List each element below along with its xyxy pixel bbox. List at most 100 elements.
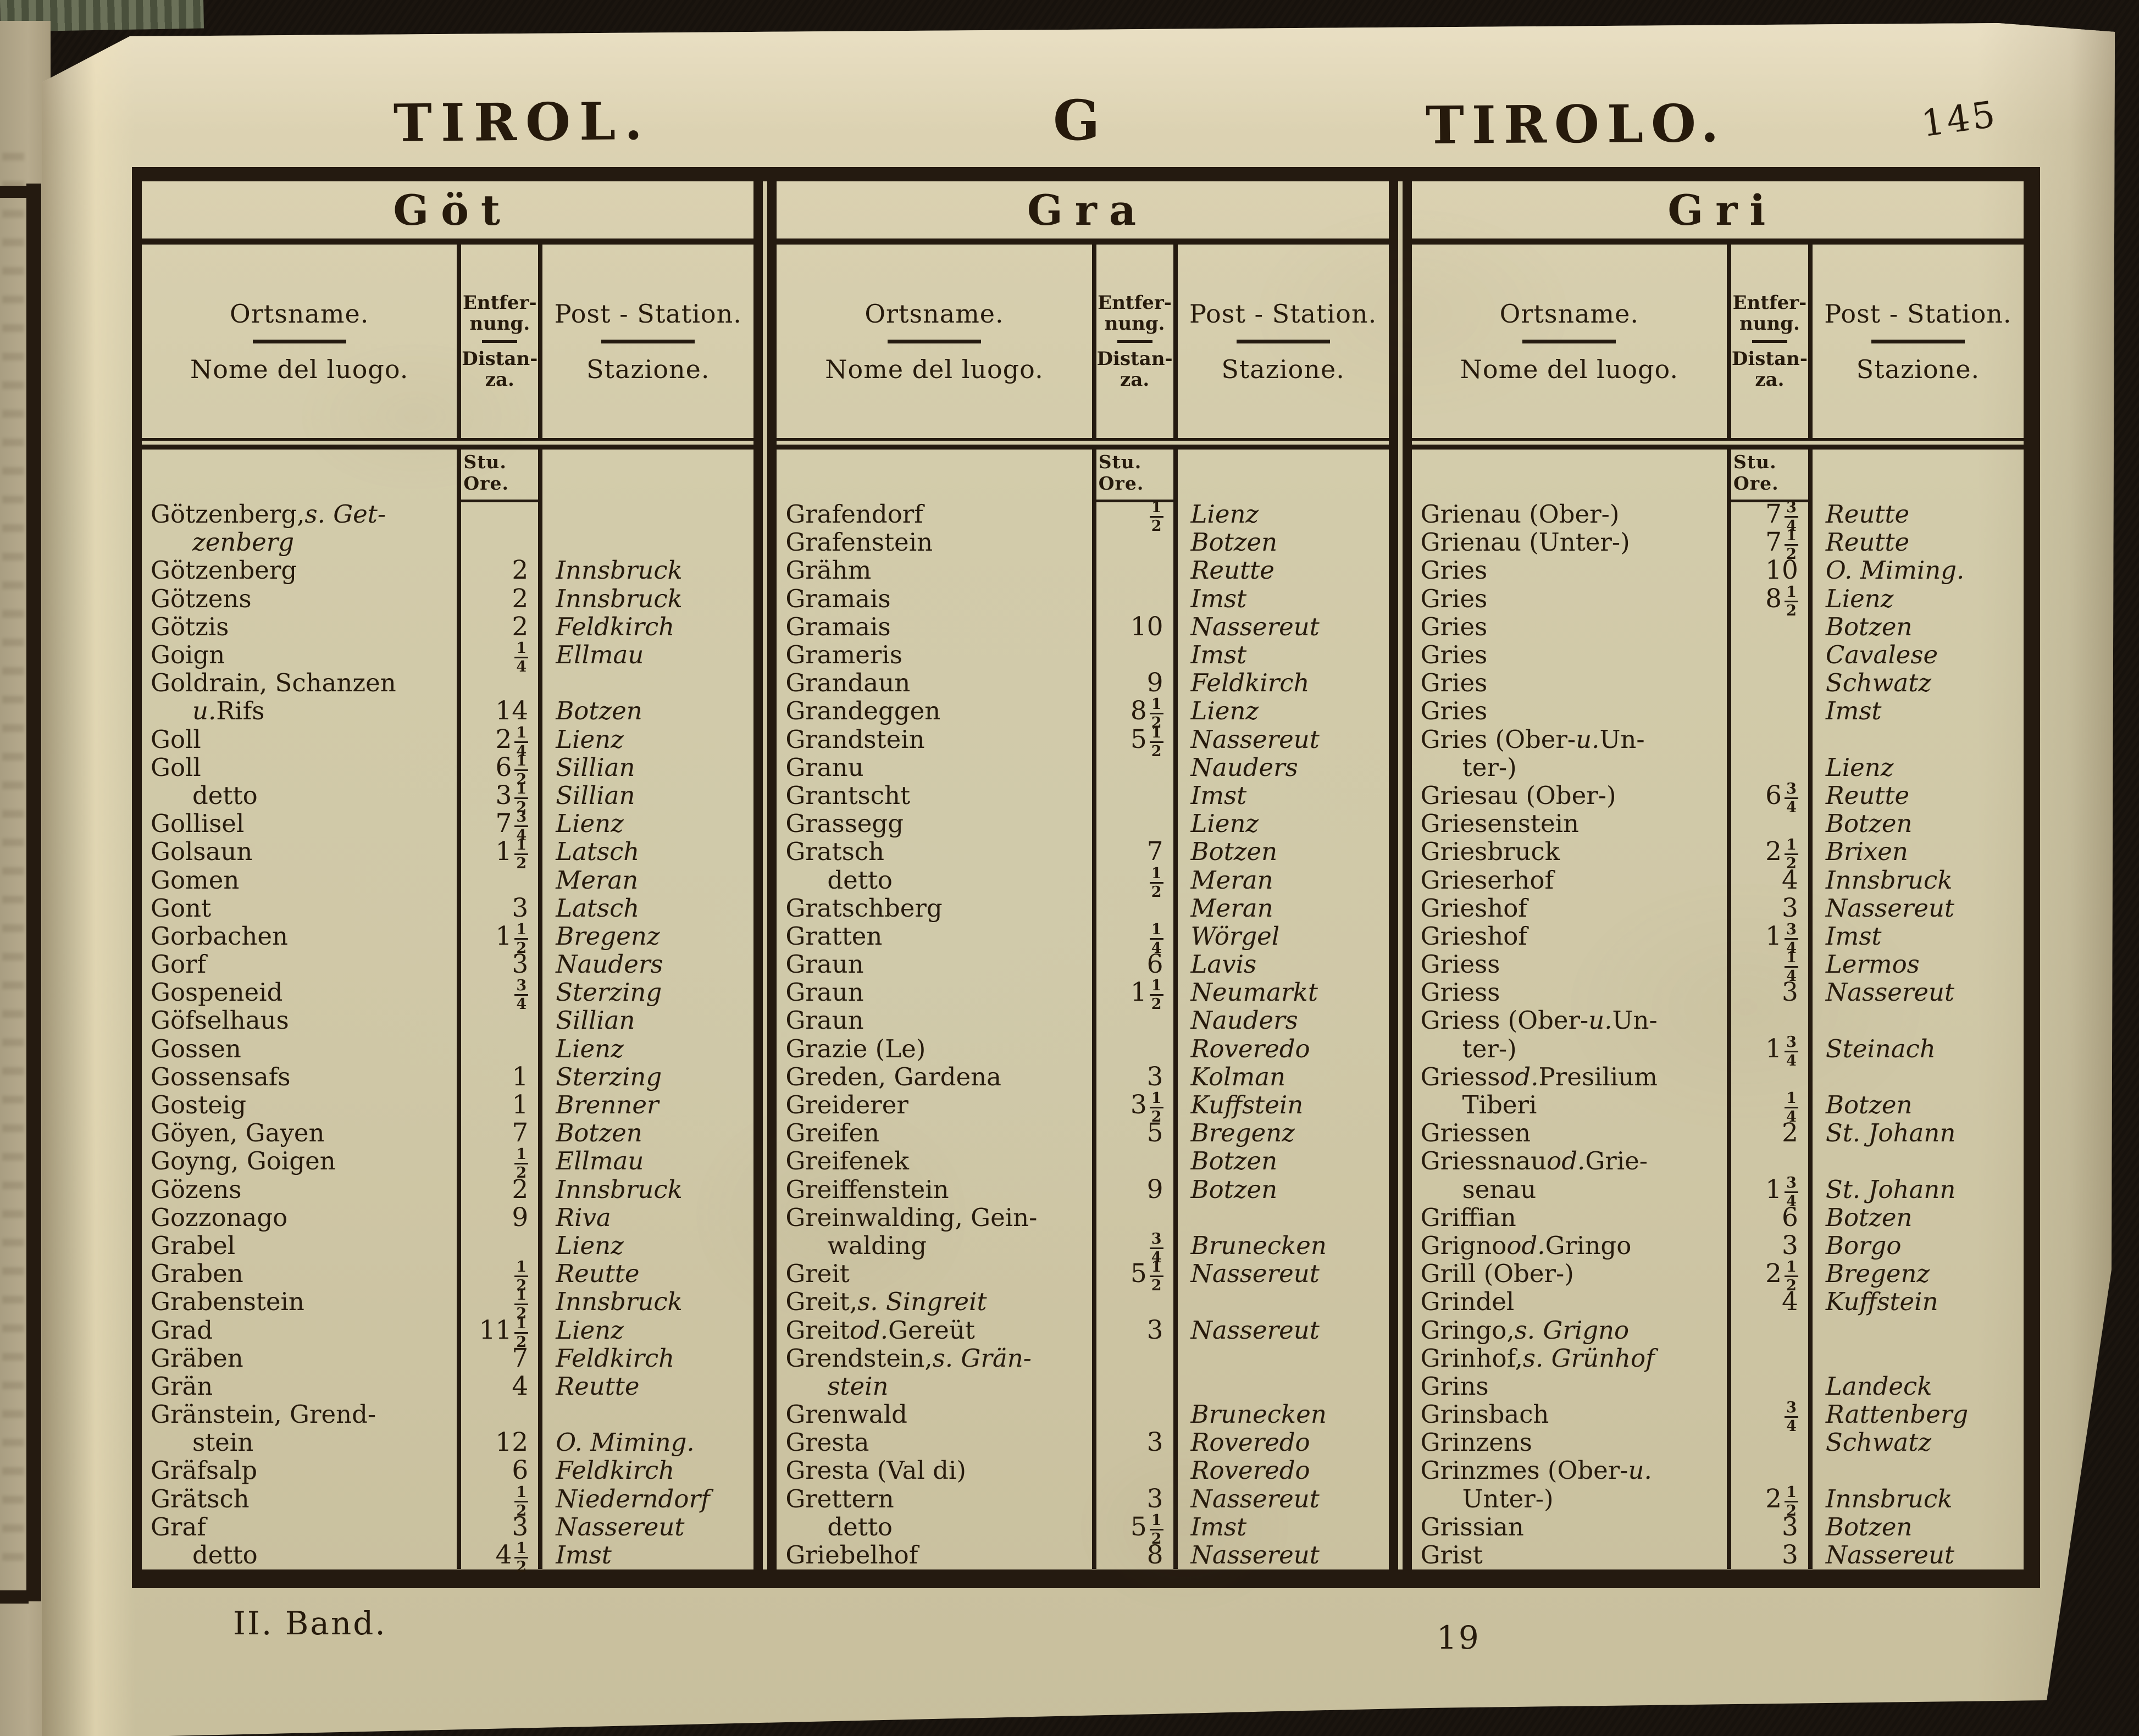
place-name-cell: Grandeggen [777, 696, 1091, 725]
post-station-cell: Kuffstein [1190, 1090, 1304, 1120]
distance-cell: 11 1 2 [457, 1315, 543, 1350]
fraction-denominator: 4 [1786, 1108, 1797, 1126]
place-name-text: detto [192, 1540, 258, 1570]
place-name-crossref: s. Grünhof [1522, 1343, 1655, 1373]
header-stazione-it: Stazione. [586, 354, 710, 384]
place-name-text: Goign [151, 640, 225, 670]
place-name-cell: Gospeneid [142, 978, 457, 1007]
post-station-cell: Niederndorf [556, 1484, 710, 1513]
place-name-crossref: od. [1547, 1146, 1586, 1176]
place-name-text: Grienau (Unter-) [1420, 528, 1630, 557]
place-name-cell: Griess (Ober- u. Un- [1412, 1006, 1727, 1035]
distance-whole: 3 [1781, 1540, 1798, 1571]
unit-row-empty [142, 450, 457, 500]
place-name-cell: Griessen [1412, 1118, 1727, 1148]
place-name-text: Gomen [151, 865, 240, 895]
place-name-text: detto [827, 865, 893, 895]
place-name-text: ter-) [1462, 752, 1517, 782]
place-name-text: Grad [151, 1315, 213, 1345]
distance-whole: 4 [495, 1540, 512, 1571]
distance-whole: 3 [1146, 1427, 1163, 1458]
place-name-cell: Grist [1412, 1540, 1727, 1569]
fraction-numerator: 1 [514, 781, 529, 799]
place-name-text: Griessen [1420, 1118, 1531, 1148]
distance-cell [1727, 753, 1813, 781]
fraction-numerator: 1 [514, 838, 529, 856]
letter-group-Gri: Gri Ortsname. Nome del luogo. Entfer-nung. D… [1411, 181, 2024, 1571]
fraction-denominator: 4 [1786, 518, 1797, 535]
place-name-cell: Greden, Gardena [777, 1062, 1091, 1091]
header-divider-dash [888, 339, 981, 343]
place-name-text: Gresta [785, 1428, 869, 1457]
place-name-cell: Grazie (Le) [777, 1034, 1091, 1063]
distance-cell: 10 [1091, 612, 1178, 642]
header-entfernung-de: Entfer-nung. [462, 292, 537, 335]
place-name-cell: Griesbruck [1412, 837, 1727, 866]
place-name-cell: Grieserhof [1412, 866, 1727, 895]
place-name-text: Rifs [216, 696, 265, 726]
fraction-denominator: 2 [1786, 855, 1797, 873]
post-station-cell: Latsch [556, 893, 640, 923]
distance-cell [1727, 697, 1813, 725]
place-name-crossref: od. [1506, 1230, 1545, 1260]
fraction-denominator: 2 [1151, 1277, 1162, 1295]
distance-whole: 3 [1146, 1315, 1163, 1345]
distance-whole: 4 [1781, 1286, 1798, 1317]
place-name-cell: Gringo, s. Grigno [1412, 1316, 1727, 1345]
header-divider-dash [601, 339, 695, 343]
distance-whole: 3 [1781, 1511, 1798, 1542]
unit-row-empty [542, 450, 753, 500]
distance-whole: 1 [1765, 1174, 1782, 1205]
place-name-cell: Greiderer [777, 1090, 1091, 1119]
header-entfernung: Entfer-nung. Distan-za. [1091, 245, 1178, 438]
place-name-cell: Gont [142, 894, 457, 923]
distance-cell: 9 [457, 1202, 543, 1233]
distance-whole: 3 [512, 1511, 529, 1542]
post-station-cell: Nauders [1190, 1006, 1298, 1035]
place-name-text: Gries [1420, 668, 1488, 698]
place-name-cell: Graun [777, 1006, 1091, 1035]
place-name-cell: Gresta [777, 1428, 1091, 1457]
place-name-cell: Grienau (Unter-) [1412, 528, 1727, 557]
post-station-cell: Bregenz [1190, 1118, 1295, 1148]
group-separator-rule [1388, 181, 1412, 1569]
post-station-cell: Imst [1190, 780, 1247, 810]
place-name-text: Grindel [1420, 1287, 1515, 1317]
place-name-cell: Gratsch [777, 837, 1091, 866]
distance-cell: 2 [1727, 1118, 1813, 1148]
distance-cell: 3 [1727, 893, 1813, 923]
fraction-numerator: 1 [1149, 1091, 1163, 1109]
place-name-cell: Greifenek [777, 1146, 1091, 1175]
post-station-cell: Lienz [556, 1315, 624, 1345]
place-name-cell: Grinsbach [1412, 1400, 1727, 1429]
post-station-cell: Lienz [1190, 500, 1259, 529]
place-name-cell: Gramais [777, 584, 1091, 613]
post-station-cell: Lienz [1825, 752, 1894, 782]
distance-cell: 3 [1091, 1427, 1178, 1458]
place-name-cell: Grill (Ober-) [1412, 1259, 1727, 1289]
place-name-cell: ter-) [1412, 752, 1727, 782]
post-station-cell: Neumarkt [1190, 978, 1318, 1007]
post-station-cell [542, 500, 753, 528]
place-name-text: Grandaun [785, 668, 911, 698]
place-name-text: Grassegg [785, 809, 904, 839]
post-station-cell: Nauders [556, 950, 663, 979]
fraction-numerator: 1 [514, 1316, 529, 1334]
place-name-text: Grill (Ober-) [1420, 1259, 1574, 1289]
place-name-cell: Grinzens [1412, 1428, 1727, 1457]
place-name-text: Grabenstein [151, 1287, 304, 1317]
directory-table: Göt Ortsname. Nome del luogo. Entfer-nung. D… [132, 167, 2040, 1588]
fraction-denominator: 4 [1786, 939, 1797, 957]
place-name-cell: Gossensafs [142, 1062, 457, 1091]
distance-cell: 12 [457, 1427, 543, 1457]
place-name-cell: Greifen [777, 1118, 1091, 1147]
